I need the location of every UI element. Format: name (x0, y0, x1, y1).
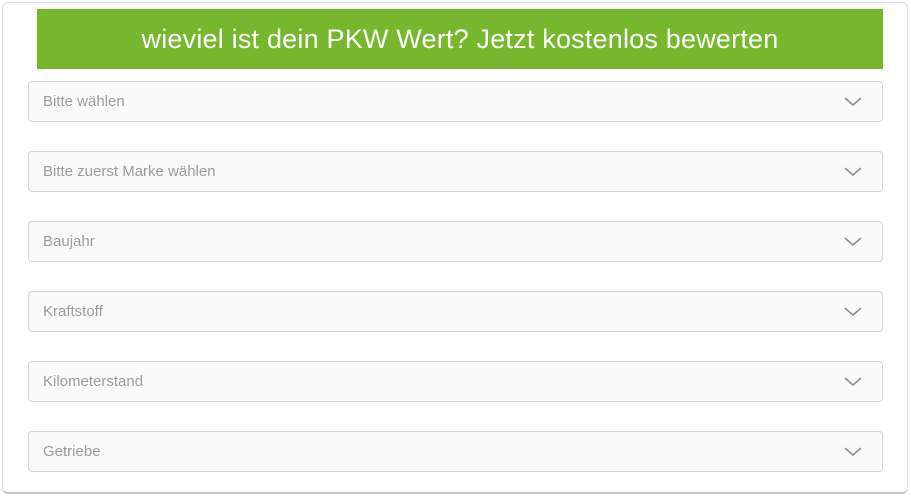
chevron-down-icon (844, 447, 862, 457)
select-kilometerstand[interactable]: Kilometerstand (28, 361, 883, 402)
select-getriebe[interactable]: Getriebe (28, 431, 883, 472)
chevron-down-icon (844, 167, 862, 177)
select-baujahr[interactable]: Baujahr (28, 221, 883, 262)
chevron-down-icon (844, 377, 862, 387)
page-title: wieviel ist dein PKW Wert? Jetzt kostenl… (141, 23, 779, 54)
chevron-down-icon (844, 237, 862, 247)
select-modell-placeholder: Bitte zuerst Marke wählen (43, 163, 216, 180)
header-banner: wieviel ist dein PKW Wert? Jetzt kostenl… (37, 9, 883, 69)
select-marke[interactable]: Bitte wählen (28, 81, 883, 122)
select-kraftstoff-placeholder: Kraftstoff (43, 303, 103, 320)
select-modell[interactable]: Bitte zuerst Marke wählen (28, 151, 883, 192)
chevron-down-icon (844, 307, 862, 317)
select-getriebe-placeholder: Getriebe (43, 443, 101, 460)
select-marke-placeholder: Bitte wählen (43, 93, 125, 110)
valuation-form: Bitte wählen Bitte zuerst Marke wählen B… (28, 81, 883, 472)
select-kraftstoff[interactable]: Kraftstoff (28, 291, 883, 332)
chevron-down-icon (844, 97, 862, 107)
select-baujahr-placeholder: Baujahr (43, 233, 95, 250)
select-kilometerstand-placeholder: Kilometerstand (43, 373, 144, 390)
